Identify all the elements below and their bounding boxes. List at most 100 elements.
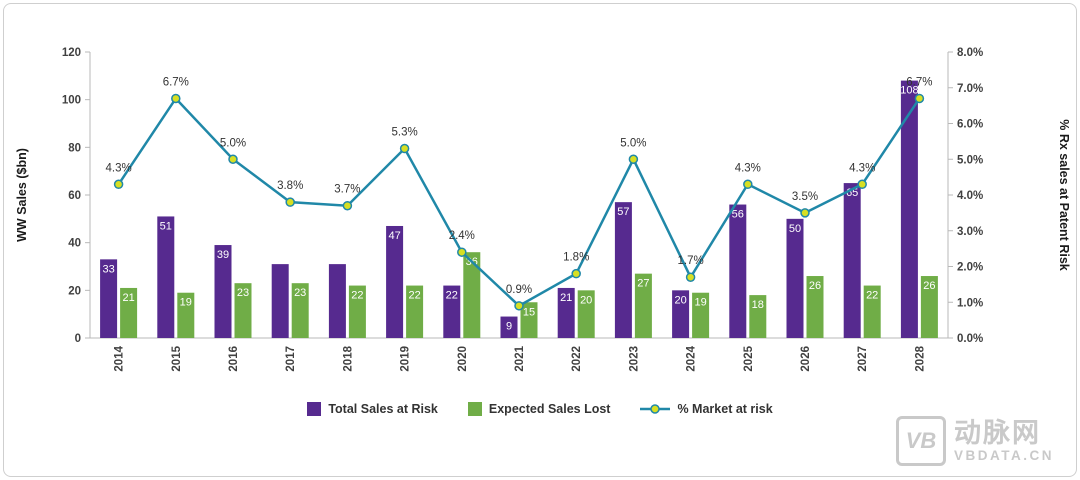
legend-swatch <box>307 402 322 416</box>
market-risk-marker <box>399 143 410 154</box>
right-tick-label: 2.0% <box>957 262 983 274</box>
bar-expected-sales-label: 22 <box>408 290 420 302</box>
bar-total-sales <box>672 290 690 338</box>
bar-expected-sales-label: 23 <box>237 287 249 299</box>
bar-total-sales <box>729 204 747 338</box>
left-tick-label: 120 <box>62 47 81 59</box>
combo-chart: WW Sales ($bn) % Rx sales at Patent Risk… <box>15 47 1071 372</box>
bar-total-sales <box>786 218 804 338</box>
bar-expected-sales-label: 15 <box>523 306 535 318</box>
watermark: VB 动脉网 VBDATA.CN <box>896 416 1054 466</box>
bar-expected-sales-label: 26 <box>923 280 935 292</box>
legend-swatch <box>467 402 482 416</box>
right-tick-label: 0.0% <box>957 333 983 345</box>
x-tick-label: 2023 <box>628 346 640 372</box>
market-risk-marker <box>628 154 639 164</box>
legend-label: % Market at risk <box>677 402 773 416</box>
right-tick-label: 5.0% <box>957 154 983 166</box>
left-tick-label: 20 <box>68 285 81 297</box>
market-risk-label: 4.3% <box>849 162 875 174</box>
bar-total-sales <box>843 183 861 338</box>
bar-expected-sales <box>577 290 595 338</box>
x-tick-label: 2015 <box>171 345 183 371</box>
bar-total-sales <box>157 216 175 338</box>
legend-label: Total Sales at Risk <box>328 402 438 416</box>
bar-expected-sales <box>806 276 824 338</box>
market-risk-label: 4.3% <box>105 162 131 174</box>
right-tick-label: 8.0% <box>957 47 983 59</box>
bar-total-sales-label: 20 <box>674 294 686 306</box>
vbdata-logo-icon: VB <box>896 416 946 466</box>
bar-expected-sales <box>920 276 938 338</box>
bar-expected-sales-label: 27 <box>637 278 649 290</box>
bar-expected-sales <box>520 302 538 338</box>
bar-expected-sales <box>348 285 366 338</box>
x-tick-label: 2020 <box>457 346 469 372</box>
legend-item-total-sales-at-risk: Total Sales at Risk <box>307 402 438 416</box>
bar-total-sales <box>271 264 289 338</box>
bar-expected-sales <box>634 273 652 338</box>
bar-total-sales-label: 9 <box>506 321 512 333</box>
left-tick-label: 80 <box>68 142 81 154</box>
market-risk-label: 5.0% <box>220 137 246 149</box>
bar-expected-sales <box>291 283 309 338</box>
market-risk-label: 2.4% <box>449 230 475 242</box>
bar-total-sales <box>328 264 346 338</box>
bar-total-sales <box>500 316 518 338</box>
bar-total-sales-label: 50 <box>789 223 801 235</box>
bar-total-sales-label: 33 <box>102 263 114 275</box>
x-tick-label: 2026 <box>800 346 812 372</box>
left-tick-label: 0 <box>75 333 81 345</box>
bar-total-sales <box>443 285 461 338</box>
market-risk-marker <box>914 93 925 104</box>
market-risk-label: 3.8% <box>277 180 303 192</box>
x-tick-label: 2021 <box>514 345 526 371</box>
x-tick-label: 2022 <box>571 346 583 372</box>
x-tick-label: 2017 <box>285 346 297 372</box>
plot-area: 0 20 40 60 80 100 120 0.0% 1.0% 2.0% 3.0% 4.0% 5.0% 6… <box>62 47 983 372</box>
market-risk-marker <box>228 154 238 164</box>
bar-expected-sales-label: 18 <box>752 299 764 311</box>
market-risk-marker <box>171 93 181 104</box>
right-tick-label: 1.0% <box>957 297 983 309</box>
market-risk-label: 3.5% <box>792 191 818 203</box>
bar-total-sales-label: 108 <box>900 85 918 97</box>
market-risk-label: 5.3% <box>391 127 417 139</box>
bar-expected-sales <box>692 292 710 338</box>
x-tick-label: 2016 <box>228 346 240 372</box>
market-risk-marker <box>743 179 753 190</box>
bar-total-sales-label: 56 <box>732 209 744 221</box>
legend-item-expected-sales-lost: Expected Sales Lost <box>467 402 610 416</box>
market-risk-label: 3.7% <box>334 184 360 196</box>
bar-expected-sales <box>406 285 424 338</box>
watermark-text: 动脉网 VBDATA.CN <box>954 419 1054 463</box>
left-tick-label: 100 <box>62 95 81 107</box>
bar-total-sales <box>900 80 918 338</box>
right-tick-label: 7.0% <box>957 83 983 95</box>
bar-expected-sales <box>177 292 195 338</box>
bar-total-sales-label: 57 <box>617 206 629 218</box>
bar-total-sales <box>557 287 575 338</box>
bar-total-sales-label: 51 <box>160 220 172 232</box>
right-axis-title: % Rx sales at Patent Risk <box>1057 119 1071 271</box>
market-risk-marker <box>285 197 295 207</box>
bar-expected-sales-label: 20 <box>580 294 592 306</box>
market-risk-marker <box>514 301 524 311</box>
x-tick-label: 2025 <box>743 345 755 371</box>
bar-expected-sales <box>120 287 138 338</box>
right-tick-label: 3.0% <box>957 226 983 238</box>
market-risk-marker <box>571 268 581 279</box>
bar-expected-sales <box>749 295 767 338</box>
bar-total-sales <box>614 202 632 338</box>
market-risk-marker <box>342 200 353 211</box>
bar-expected-sales <box>234 283 252 338</box>
right-tick-label: 4.0% <box>957 190 983 202</box>
left-tick-label: 60 <box>68 190 81 202</box>
watermark-site: VBDATA.CN <box>954 447 1054 463</box>
left-tick-label: 40 <box>68 238 81 250</box>
x-tick-label: 2018 <box>342 345 354 371</box>
bar-expected-sales-label: 26 <box>809 280 821 292</box>
bar-total-sales-label: 22 <box>446 290 458 302</box>
bar-expected-sales <box>863 285 881 338</box>
